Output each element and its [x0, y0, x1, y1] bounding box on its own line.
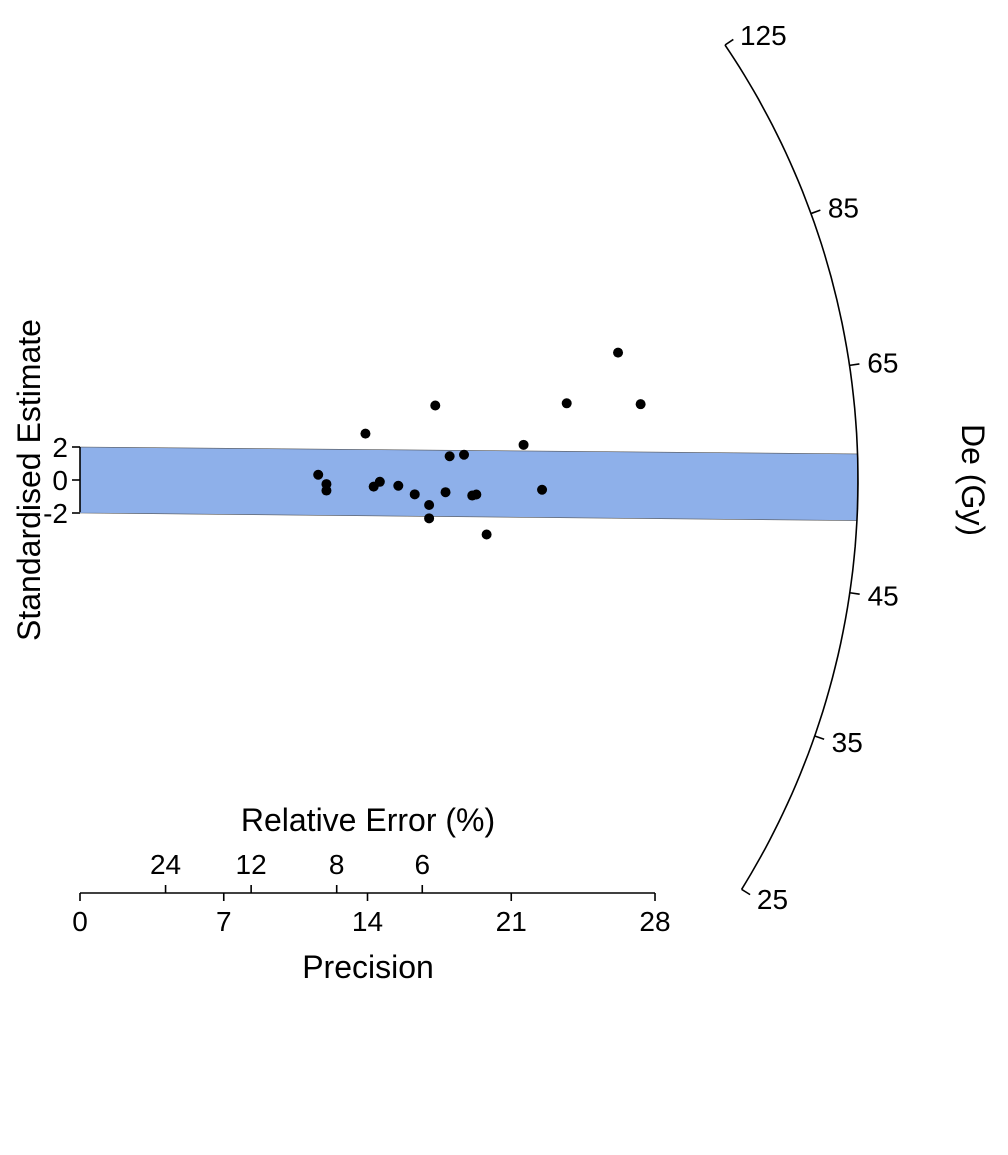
precision-tick-label-2: 14	[352, 906, 383, 937]
standardised-estimate-tick-label-1: 0	[52, 465, 68, 496]
central-band	[79, 446, 858, 521]
de-tick-label-5: 125	[740, 20, 787, 51]
de-tick-label-2: 45	[868, 580, 899, 611]
standardised-estimate-axis: 20-2 Standardised Estimate	[11, 319, 81, 641]
de-tick-3	[849, 363, 860, 367]
standardised-estimate-axis-title: Standardised Estimate	[11, 319, 47, 641]
de-tick-2	[849, 591, 860, 596]
de-tick-label-0: 25	[757, 884, 788, 915]
data-point-18	[518, 439, 529, 450]
data-point-8	[409, 489, 420, 500]
relative-error-tick-label-0: 24	[150, 849, 181, 880]
precision-tick-label-4: 28	[639, 906, 670, 937]
data-point-7	[393, 480, 404, 491]
de-tick-label-4: 85	[828, 192, 859, 223]
data-point-4	[360, 428, 371, 439]
data-points	[313, 347, 646, 540]
data-point-20	[561, 398, 572, 409]
de-arc-line	[724, 44, 859, 890]
data-point-6	[374, 476, 385, 487]
de-axis-title: De (Gy)	[955, 424, 991, 536]
data-point-13	[444, 451, 455, 462]
precision-tick-label-3: 21	[496, 906, 527, 937]
data-point-10	[424, 513, 435, 524]
relative-error-tick-label-3: 6	[414, 849, 430, 880]
precision-ticks: 0 7 14 21 28	[72, 893, 671, 937]
de-tick-0	[741, 888, 751, 896]
de-tick-label-1: 35	[832, 727, 863, 758]
de-tick-5	[724, 38, 734, 46]
data-point-12	[440, 487, 451, 498]
de-tick-1	[814, 735, 825, 741]
precision-tick-label-1: 7	[216, 906, 232, 937]
data-point-11	[430, 400, 441, 411]
standardised-estimate-ticks: 20-2	[43, 432, 80, 529]
precision-axis-title: Precision	[302, 949, 434, 985]
standardised-estimate-tick-label-0: 2	[52, 432, 68, 463]
relative-error-ticks: 24 12 8 6	[150, 849, 430, 893]
precision-tick-label-0: 0	[72, 906, 88, 937]
precision-axis: 0 7 14 21 28 Precision	[72, 892, 671, 985]
data-point-21	[613, 347, 624, 358]
data-point-19	[537, 484, 548, 495]
de-arc-axis: 25 35 45 65 85 125 De (Gy)	[724, 20, 991, 915]
standardised-estimate-tick-label-2: -2	[43, 498, 68, 529]
relative-error-axis: 24 12 8 6 Relative Error (%)	[150, 802, 495, 893]
de-tick-4	[810, 209, 821, 215]
de-tick-label-3: 65	[867, 348, 898, 379]
data-point-17	[481, 529, 492, 540]
relative-error-tick-label-1: 12	[236, 849, 267, 880]
data-point-9	[424, 499, 435, 510]
data-point-1	[313, 469, 324, 480]
data-point-22	[635, 399, 646, 410]
data-point-3	[321, 485, 332, 496]
relative-error-axis-title: Relative Error (%)	[241, 802, 495, 838]
central-band-layer	[79, 446, 858, 521]
data-point-14	[459, 449, 470, 460]
relative-error-tick-label-2: 8	[329, 849, 345, 880]
data-point-16	[471, 489, 482, 500]
de-ticks: 25 35 45 65 85 125	[724, 20, 899, 915]
